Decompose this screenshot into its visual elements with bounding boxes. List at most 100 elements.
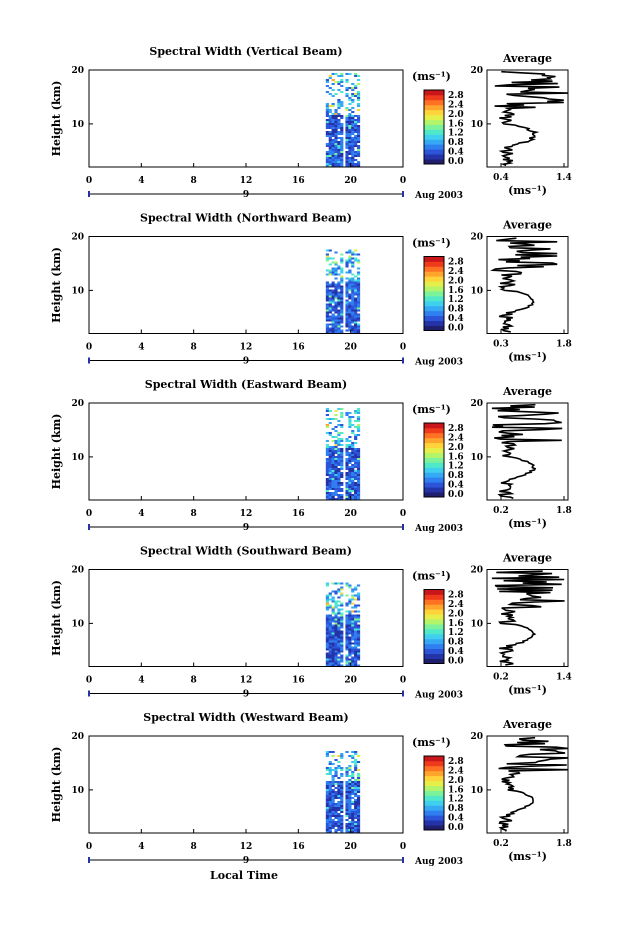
- heatmap-cell: [354, 307, 358, 310]
- heatmap-cell: [351, 490, 355, 492]
- heatmap-cell: [345, 123, 349, 125]
- heatmap-cell: [356, 125, 361, 127]
- heatmap-cell: [345, 261, 349, 264]
- heatmap-cell: [337, 81, 341, 83]
- heatmap-cell: [351, 472, 355, 474]
- heatmap-cell: [337, 119, 341, 121]
- heatmap-cell: [331, 440, 335, 442]
- heatmap-cell: [356, 809, 361, 811]
- heatmap-cell: [325, 606, 329, 609]
- x-tick-label: 12: [240, 509, 253, 519]
- heatmap-cell: [351, 301, 355, 304]
- heatmap-cell: [351, 809, 355, 811]
- heatmap-cell: [325, 799, 329, 801]
- heatmap-cell: [337, 616, 341, 619]
- heatmap-cell: [325, 616, 329, 619]
- x-tick-label: 16: [292, 842, 305, 852]
- heatmap-cell: [331, 600, 335, 603]
- colorbar-segment: [424, 790, 444, 796]
- colorbar-segment: [424, 256, 444, 262]
- heatmap-cell: [354, 496, 358, 498]
- heatmap-cell: [354, 303, 358, 306]
- heatmap-cell: [325, 414, 329, 416]
- heatmap-cell: [340, 807, 344, 809]
- x-tick-label: 12: [240, 842, 253, 852]
- heatmap-cell: [331, 131, 335, 133]
- heatmap-cell: [340, 159, 344, 161]
- heatmap-cell: [345, 769, 349, 771]
- heatmap-cell: [337, 630, 341, 633]
- heatmap-cell: [345, 498, 349, 500]
- heatmap-cell: [331, 596, 335, 599]
- heatmap-cell: [354, 259, 358, 262]
- heatmap-cell: [345, 584, 349, 587]
- heatmap-cell: [325, 478, 329, 480]
- heatmap-cell: [337, 450, 341, 452]
- heatmap-cell: [337, 805, 341, 807]
- heatmap-cell: [325, 121, 329, 123]
- heatmap-cell: [334, 620, 338, 623]
- heatmap-cell: [325, 281, 329, 284]
- heatmap-cell: [340, 654, 344, 657]
- heatmap-cell: [351, 456, 355, 458]
- heatmap-cell: [331, 289, 335, 292]
- heatmap-cell: [325, 634, 329, 637]
- heatmap-cell: [340, 267, 344, 270]
- heatmap-cell: [351, 494, 355, 496]
- heatmap-cells: [325, 73, 361, 167]
- average-y-tick-label: 10: [470, 619, 483, 629]
- heatmap-cell: [328, 155, 332, 157]
- heatmap-cell: [340, 450, 344, 452]
- heatmap-cell: [348, 418, 352, 420]
- heatmap-cell: [334, 616, 338, 619]
- average-y-tick-label: 20: [470, 566, 483, 576]
- colorbar: 2.82.42.01.61.20.80.40.0: [423, 755, 464, 833]
- heatmap-cell: [351, 496, 355, 498]
- heatmap-cell: [325, 440, 329, 442]
- heatmap-cell: [334, 654, 338, 657]
- panel-title: Spectral Width (Eastward Beam): [145, 378, 347, 391]
- heatmap-cell: [328, 143, 332, 145]
- heatmap-cell: [325, 652, 329, 655]
- heatmap-cell: [328, 829, 332, 831]
- heatmap-cell: [328, 460, 332, 462]
- heatmap-cell: [328, 771, 332, 773]
- heatmap-cell: [334, 486, 338, 488]
- heatmap-cell: [354, 642, 358, 645]
- heatmap-cell: [348, 127, 352, 129]
- heatmap-cell: [348, 652, 352, 655]
- heatmap-cell: [351, 444, 355, 446]
- heatmap-cell: [340, 117, 344, 119]
- colorbar-tick-label: 2.8: [448, 91, 464, 101]
- heatmap-cell: [345, 622, 349, 625]
- heatmap-cell: [348, 618, 352, 621]
- heatmap-cell: [351, 165, 355, 167]
- average-x-tick-label: 1.8: [556, 340, 572, 350]
- heatmap-cell: [325, 470, 329, 472]
- colorbar-segment: [424, 139, 444, 145]
- x-tick-label: 0: [86, 676, 92, 686]
- heatmap-cell: [351, 313, 355, 316]
- heatmap-cell: [351, 291, 355, 294]
- heatmap-cell: [325, 315, 329, 318]
- heatmap-cell: [345, 813, 349, 815]
- colorbar-segment: [424, 291, 444, 297]
- day-label: 9: [243, 690, 249, 700]
- heatmap-cell: [328, 797, 332, 799]
- heatmap-cell: [337, 75, 341, 77]
- heatmap-cell: [334, 317, 338, 320]
- colorbar-tick-label: 2.0: [448, 110, 464, 120]
- heatmap-cell: [334, 468, 338, 470]
- heatmap-cell: [337, 809, 341, 811]
- heatmap-cell: [340, 648, 344, 651]
- heatmap-cell: [337, 309, 341, 312]
- heatmap-cell: [354, 652, 358, 655]
- colorbar-segment: [424, 154, 444, 160]
- heatmap-cell: [340, 498, 344, 500]
- heatmap-cell: [351, 755, 355, 757]
- heatmap-cell: [348, 813, 352, 815]
- heatmap-cell: [354, 476, 358, 478]
- heatmap-cell: [340, 799, 344, 801]
- heatmap-cell: [331, 775, 335, 777]
- colorbar-segment: [424, 114, 444, 120]
